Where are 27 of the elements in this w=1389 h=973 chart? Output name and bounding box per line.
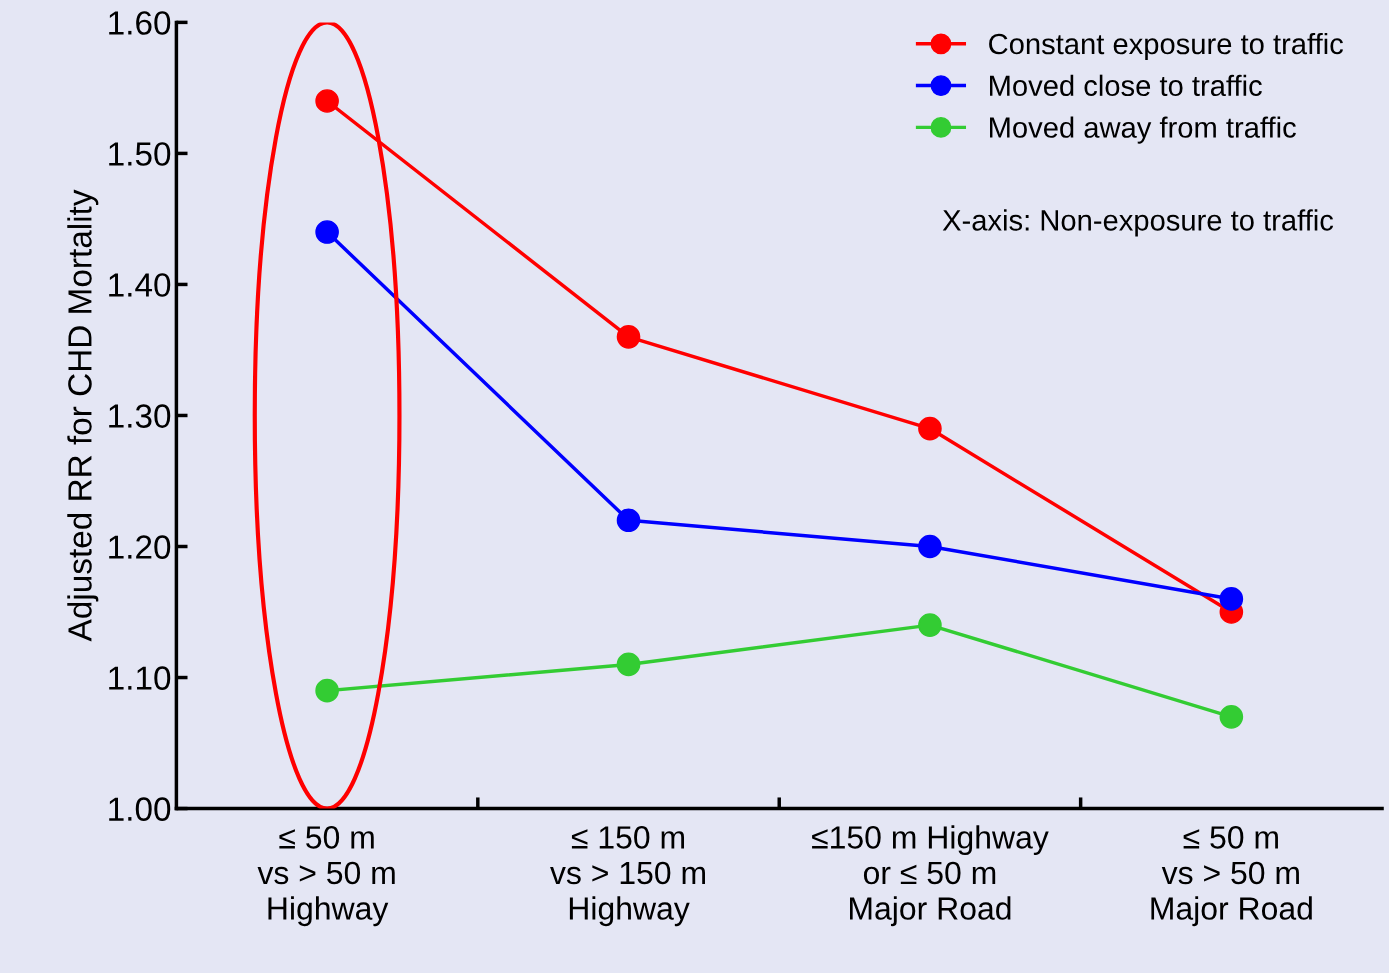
y-tick-label: 1.20 — [109, 535, 171, 559]
x-tick-label: ≤ 50 m vs > 50 m Highway — [257, 826, 395, 927]
x-tick-label: ≤ 150 m vs > 150 m Highway — [550, 826, 705, 927]
legend-label: Constant exposure to traffic — [989, 32, 1343, 61]
y-tick-label: 1.60 — [109, 11, 171, 35]
point — [1219, 587, 1244, 611]
x-tick-label: ≤ 50 m vs > 50 m Major Road — [1151, 826, 1312, 927]
y-tick-label: 1.40 — [109, 273, 171, 297]
point — [918, 534, 942, 559]
y-tick-label: 1.00 — [109, 797, 171, 821]
point — [918, 416, 942, 441]
x-tick-label: ≤150 m Highway or ≤ 50 m Major Road — [812, 825, 1049, 927]
point — [616, 325, 641, 349]
point — [616, 508, 641, 533]
legend-label: Moved close to traffic — [990, 74, 1262, 97]
point — [918, 613, 942, 637]
y-tick-label: 1.10 — [109, 666, 171, 690]
legend-label: Moved away from traffic — [990, 116, 1296, 144]
point — [315, 89, 339, 113]
annotation: X-axis: Non-exposure to traffic — [942, 209, 1334, 237]
point — [616, 652, 641, 677]
y-axis-title: Adjusted RR for CHD Mortality — [67, 189, 99, 642]
y-tick-label: 1.30 — [109, 404, 171, 428]
point — [315, 220, 339, 244]
point — [1219, 705, 1244, 729]
point — [315, 678, 339, 703]
y-tick-label: 1.50 — [109, 142, 171, 166]
